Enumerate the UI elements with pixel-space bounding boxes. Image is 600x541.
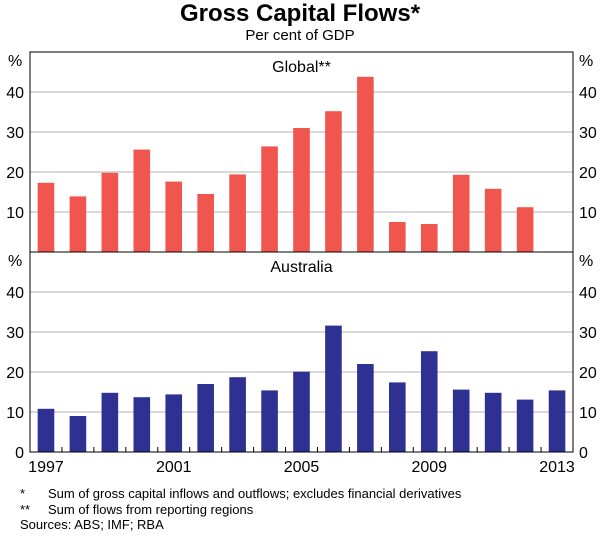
x-tick-label: 2009: [411, 459, 447, 476]
unit-label-right: %: [579, 53, 593, 70]
bar-global-2008: [389, 222, 406, 252]
unit-label-left: %: [8, 53, 22, 70]
bar-australia-2013: [548, 390, 566, 452]
bar-global-2001: [165, 181, 183, 252]
footnote-mark: **: [20, 501, 31, 517]
x-tick-label: 1997: [28, 459, 64, 476]
sources-note: Sources: ABS; IMF; RBA: [20, 517, 164, 532]
bar-australia-2010: [452, 389, 470, 452]
footnote-text: Sum of flows from reporting regions: [48, 501, 254, 517]
bar-australia-2002: [197, 384, 214, 452]
y-tick-label-right: 10: [579, 405, 597, 422]
bar-australia-2004: [261, 390, 278, 452]
x-tick-label: 2005: [284, 459, 320, 476]
bar-australia-2008: [389, 382, 406, 452]
bar-global-1999: [101, 172, 119, 252]
footnote-2: ** Sum of flows from reporting regions: [20, 502, 461, 518]
x-tick-label: 2013: [539, 459, 575, 476]
bar-global-2004: [261, 146, 278, 252]
bar-australia-1998: [69, 416, 87, 452]
bar-australia-2009: [420, 351, 438, 452]
footnote-text: Sum of gross capital inflows and outflow…: [48, 486, 462, 501]
bar-global-2009: [420, 224, 438, 252]
bar-australia-2001: [165, 394, 183, 452]
y-tick-label-left: 30: [6, 125, 24, 142]
y-tick-label-right: 30: [579, 125, 597, 142]
chart-title: Gross Capital Flows*: [179, 0, 421, 27]
bar-australia-2003: [229, 377, 246, 452]
bar-global-2002: [197, 194, 214, 252]
footnote-mark: *: [20, 486, 26, 501]
bar-australia-1999: [101, 392, 119, 452]
bar-australia-2007: [357, 364, 374, 452]
y-tick-label-right: 20: [579, 165, 597, 182]
footnote-1: * Sum of gross capital inflows and outfl…: [20, 486, 461, 502]
y-tick-label-left: 40: [6, 85, 24, 102]
footnotes: * Sum of gross capital inflows and outfl…: [20, 486, 461, 533]
y-tick-label-right: 40: [579, 285, 597, 302]
panel-title: Global**: [272, 59, 331, 76]
bar-global-2005: [293, 128, 310, 252]
y-tick-label-left: 10: [6, 205, 24, 222]
bar-australia-2000: [133, 397, 151, 452]
chart-subtitle: Per cent of GDP: [245, 27, 355, 44]
y-tick-label-right: 0: [579, 445, 588, 462]
bar-global-1997: [37, 182, 55, 252]
bar-global-2006: [325, 111, 342, 252]
bar-australia-2005: [293, 371, 310, 452]
unit-label-left: %: [8, 253, 22, 270]
y-tick-label-left: 0: [15, 445, 24, 462]
bar-australia-2012: [516, 399, 534, 452]
y-tick-label-left: 20: [6, 165, 24, 182]
y-tick-label-left: 40: [6, 285, 24, 302]
y-tick-label-left: 30: [6, 325, 24, 342]
bar-global-2011: [484, 188, 502, 252]
bar-australia-2011: [484, 392, 502, 452]
bar-australia-2006: [325, 325, 342, 452]
panel-title: Australia: [270, 259, 332, 276]
bar-global-2003: [229, 174, 246, 252]
x-tick-label: 2001: [156, 459, 192, 476]
y-tick-label-right: 10: [579, 205, 597, 222]
bar-global-2000: [133, 149, 151, 252]
y-tick-label-left: 20: [6, 365, 24, 382]
y-tick-label-right: 30: [579, 325, 597, 342]
bar-global-2012: [516, 207, 534, 252]
y-tick-label-right: 40: [579, 85, 597, 102]
bar-australia-1997: [37, 408, 55, 452]
y-tick-label-right: 20: [579, 365, 597, 382]
bar-global-2007: [357, 76, 374, 252]
bar-global-1998: [69, 196, 87, 252]
y-tick-label-left: 10: [6, 405, 24, 422]
unit-label-right: %: [579, 253, 593, 270]
bar-global-2010: [452, 174, 470, 252]
